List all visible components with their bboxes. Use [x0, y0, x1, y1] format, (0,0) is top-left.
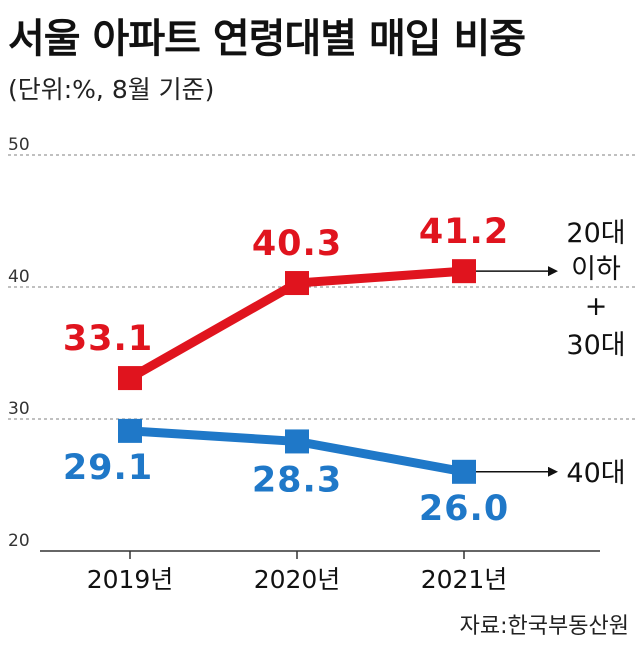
data-point-marker	[285, 271, 309, 296]
series-label-20s-30s: 30대	[566, 330, 625, 361]
y-tick-label: 50	[8, 135, 30, 155]
y-tick-label: 30	[8, 399, 30, 419]
data-point-marker	[452, 259, 476, 284]
x-tick-label: 2019년	[87, 565, 174, 594]
y-tick-label: 40	[8, 267, 30, 287]
chart-subtitle: (단위:%, 8월 기준)	[8, 75, 215, 104]
data-point-marker	[452, 459, 476, 484]
chart-title: 서울 아파트 연령대별 매입 비중	[8, 16, 526, 62]
series-label-20s-30s: 20대	[566, 218, 625, 249]
data-label: 33.1	[63, 319, 153, 359]
source-note: 자료:한국부동산원	[459, 614, 629, 639]
data-point-marker	[285, 429, 309, 454]
data-label: 28.3	[252, 460, 342, 500]
data-point-marker	[118, 418, 142, 443]
y-tick-label: 20	[8, 531, 30, 551]
data-point-marker	[118, 366, 142, 391]
data-label: 29.1	[63, 448, 153, 488]
series-label-20s-30s: +	[585, 291, 608, 322]
series-label-40s: 40대	[566, 458, 625, 489]
data-label: 40.3	[252, 224, 342, 264]
x-tick-label: 2020년	[254, 565, 341, 594]
data-label: 41.2	[419, 212, 509, 252]
data-label: 26.0	[419, 489, 509, 529]
series-label-20s-30s: 이하	[571, 254, 621, 285]
x-tick-label: 2021년	[421, 565, 508, 594]
